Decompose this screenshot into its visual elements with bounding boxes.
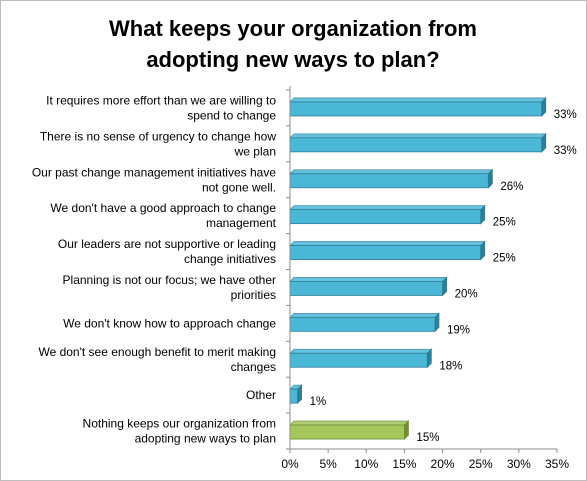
- category-label: Our past change management initiatives h…: [32, 165, 276, 179]
- bar-front-face: [289, 281, 443, 296]
- bar-front-face: [289, 316, 436, 332]
- data-label: 15%: [416, 432, 439, 444]
- bar-side-face: [434, 312, 440, 333]
- category-label: not gone well.: [202, 180, 276, 194]
- bar: [289, 348, 433, 369]
- bar-front-face: [289, 388, 299, 404]
- bar-side-face: [426, 348, 432, 369]
- bar-side-face: [480, 240, 486, 261]
- category-label: It requires more effort than we are will…: [46, 93, 276, 107]
- data-label: 19%: [447, 324, 470, 336]
- data-label: 1%: [310, 396, 327, 408]
- category-label: Our leaders are not supportive or leadin…: [58, 237, 276, 251]
- bar: [289, 384, 303, 405]
- bar-top-face: [289, 277, 448, 282]
- x-tick-label: 20%: [431, 457, 455, 471]
- x-tick-label: 35%: [545, 457, 569, 471]
- x-tick-label: 10%: [354, 457, 378, 471]
- bar-front-face: [289, 101, 543, 117]
- category-label: priorities: [231, 288, 276, 302]
- bar-top-face: [289, 169, 494, 175]
- bar-top-face: [289, 420, 410, 426]
- data-label: 25%: [493, 217, 516, 229]
- category-label: There is no sense of urgency to change h…: [40, 129, 276, 143]
- category-label: spend to change: [187, 108, 276, 122]
- bar: [289, 132, 547, 153]
- data-label: 26%: [500, 181, 523, 193]
- data-label: 20%: [455, 288, 478, 300]
- category-label: Planning is not our focus; we have other: [63, 273, 276, 287]
- bar: [289, 204, 486, 225]
- bar: [289, 96, 547, 117]
- bar-side-face: [480, 204, 486, 225]
- category-label: Nothing keeps our organization from: [83, 417, 276, 431]
- category-label: We don't see enough benefit to merit mak…: [38, 345, 276, 359]
- x-tick-label: 5%: [319, 457, 337, 471]
- category-label: We don't know how to approach change: [63, 316, 276, 330]
- bar-front-face: [289, 209, 482, 225]
- data-label: 33%: [554, 145, 577, 157]
- bar-front-face: [289, 137, 543, 153]
- bar-side-face: [541, 96, 547, 117]
- bar-front-face: [289, 173, 489, 189]
- bar-front-face: [289, 424, 405, 440]
- bar-top-face: [289, 312, 440, 318]
- category-label: changes: [231, 360, 276, 374]
- bar-front-face: [289, 352, 428, 368]
- bar-front-face: [289, 245, 482, 260]
- chart-title-line-2: adopting new ways to plan?: [146, 47, 439, 72]
- bars: 33% 33% 26% 25% 25% 20% 19% 18% 1% 15%: [289, 96, 577, 444]
- bar-top-face: [289, 97, 547, 103]
- bar: [289, 240, 486, 261]
- data-label: 18%: [439, 360, 462, 372]
- bar: [289, 420, 410, 441]
- bar-side-face: [404, 420, 409, 441]
- x-tick-label: 30%: [507, 457, 531, 471]
- category-labels: It requires more effort than we are will…: [32, 93, 277, 445]
- bar-side-face: [297, 384, 303, 405]
- bar: [289, 312, 440, 333]
- category-label: we plan: [234, 144, 276, 158]
- axes: 0% 5% 10% 15% 20% 25% 30% 35%: [281, 86, 569, 471]
- bar-top-face: [289, 133, 547, 139]
- bar: [289, 276, 448, 297]
- data-label: 33%: [554, 109, 577, 121]
- category-label: change initiatives: [184, 252, 276, 266]
- bar-top-face: [289, 205, 486, 211]
- category-label: management: [206, 216, 277, 230]
- category-label: We don't have a good approach to change: [50, 201, 276, 215]
- bar-side-face: [487, 168, 493, 189]
- x-tick-label: 0%: [281, 457, 299, 471]
- bar: [289, 168, 494, 189]
- x-tick-label: 15%: [392, 457, 416, 471]
- chart-title: What keeps your organization from adoptin…: [109, 16, 477, 72]
- data-label: 25%: [493, 253, 516, 265]
- chart-title-line-1: What keeps your organization from: [109, 16, 477, 41]
- x-tick-label: 25%: [469, 457, 493, 471]
- bar-top-face: [289, 241, 486, 246]
- bar-top-face: [289, 348, 433, 354]
- category-label: adopting new ways to plan: [135, 432, 276, 446]
- bar-side-face: [442, 276, 447, 297]
- category-label: Other: [246, 388, 276, 402]
- bar-side-face: [541, 132, 547, 153]
